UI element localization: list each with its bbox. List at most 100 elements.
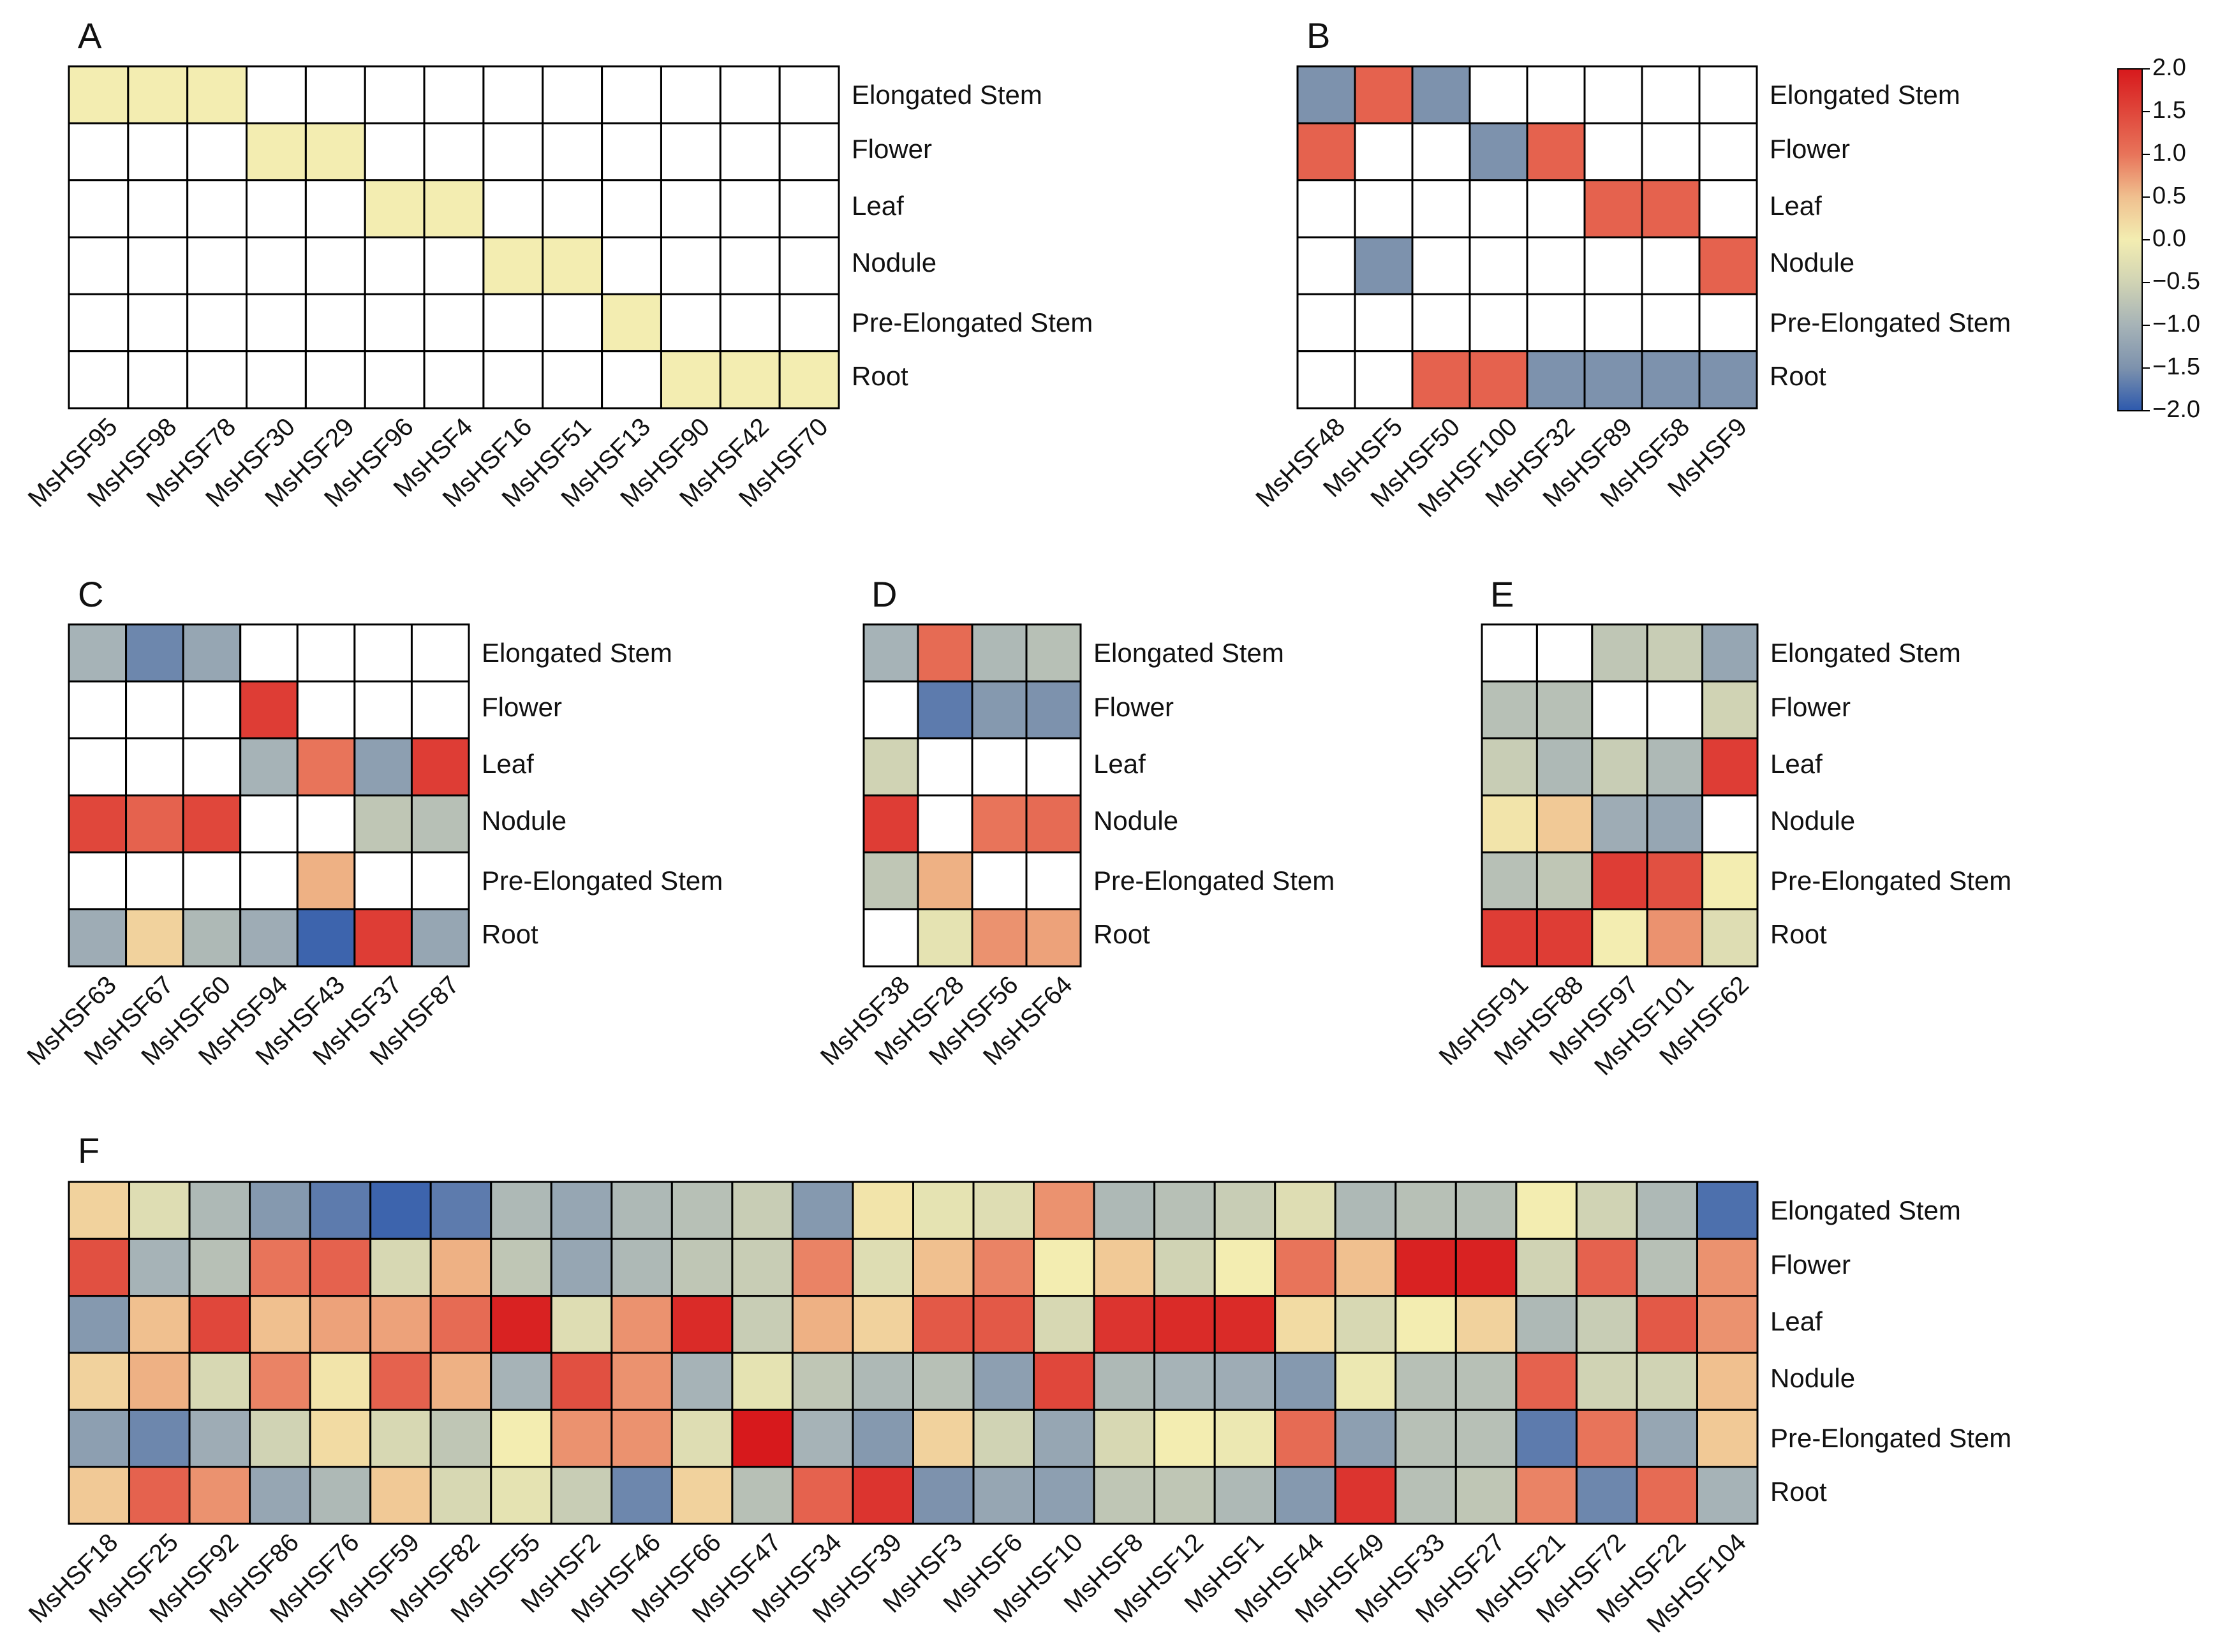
heatmap-cell — [1535, 908, 1594, 968]
heatmap-cell — [660, 179, 721, 239]
heatmap-cell — [1025, 851, 1082, 911]
heatmap-cell — [249, 1181, 311, 1240]
heatmap-cell — [1526, 236, 1586, 295]
heatmap-cell — [610, 1295, 673, 1354]
heatmap-cell — [1213, 1352, 1276, 1411]
heatmap-cell — [309, 1352, 372, 1411]
heatmap-cell — [1394, 1408, 1457, 1468]
heatmap-cell — [186, 65, 248, 124]
heatmap-cell — [1641, 122, 1701, 182]
colorbar-tick-label: −0.5 — [2152, 268, 2200, 295]
row-label-flower: Flower — [1770, 1250, 1851, 1280]
heatmap-cell — [917, 737, 973, 797]
heatmap-cell — [1093, 1408, 1156, 1468]
heatmap-cell — [1153, 1237, 1216, 1297]
panel-label: B — [1306, 15, 1330, 55]
heatmap-cell — [1274, 1466, 1336, 1525]
heatmap-cell — [912, 1466, 975, 1525]
heatmap-cell — [353, 794, 413, 853]
heatmap-cell — [353, 737, 413, 797]
heatmap-cell — [852, 1466, 914, 1525]
heatmap-cell — [1468, 179, 1528, 239]
heatmap-cell — [125, 851, 184, 911]
heatmap-cell — [364, 65, 425, 124]
heatmap-cell — [1696, 1295, 1759, 1354]
heatmap-cell — [1515, 1352, 1578, 1411]
heatmap-cell — [972, 1181, 1035, 1240]
heatmap-cell — [1274, 1295, 1336, 1354]
heatmap-cell — [128, 1352, 191, 1411]
heatmap-cell — [423, 122, 485, 182]
row-label-elongated-stem: Elongated Stem — [1770, 80, 1960, 110]
panel-e: E Elongated Stem Flower Leaf Nodule Pre-Elong… — [1434, 574, 2012, 1081]
heatmap-cell — [353, 680, 413, 740]
heatmap-cell — [125, 680, 184, 740]
heatmap-cell — [68, 1352, 131, 1411]
heatmap-cell — [429, 1408, 492, 1468]
heatmap-cell — [610, 1237, 673, 1297]
heatmap-cell — [182, 851, 242, 911]
heatmap-cell — [1394, 1295, 1457, 1354]
heatmap-cell — [778, 65, 840, 124]
heatmap-cell — [1033, 1181, 1095, 1240]
heatmap-cell — [1468, 236, 1528, 295]
heatmap-cell — [1575, 1466, 1638, 1525]
heatmap-cell — [304, 122, 366, 182]
heatmap-cell — [423, 236, 485, 295]
heatmap-cell — [1296, 122, 1356, 182]
heatmap-cell — [246, 65, 307, 124]
colorbar-tick-label: 0.5 — [2152, 182, 2186, 209]
colorbar-tick-label: −1.0 — [2152, 311, 2200, 337]
heatmap-cell — [1033, 1352, 1095, 1411]
heatmap-cell — [660, 293, 721, 353]
heatmap-cell — [778, 179, 840, 239]
heatmap-cell — [1296, 293, 1356, 353]
heatmap-cell — [1354, 350, 1414, 409]
heatmap-cell — [791, 1237, 854, 1297]
heatmap-cell — [1698, 122, 1758, 182]
heatmap-cell — [1296, 236, 1356, 295]
heatmap-cell — [1701, 794, 1759, 853]
heatmap-cell — [127, 179, 189, 239]
heatmap-cell — [862, 737, 919, 797]
heatmap-cell — [1334, 1466, 1397, 1525]
heatmap-cell — [68, 737, 128, 797]
heatmap-cell — [670, 1466, 734, 1525]
heatmap-cell — [410, 623, 470, 682]
heatmap-cell — [1213, 1295, 1276, 1354]
heatmap-cell — [1153, 1295, 1216, 1354]
heatmap-cell — [670, 1181, 734, 1240]
heatmap-cell — [1526, 179, 1586, 239]
heatmap-cell — [304, 293, 366, 353]
heatmap-cell — [610, 1352, 673, 1411]
heatmap-cell — [917, 623, 973, 682]
heatmap-cell — [1636, 1408, 1698, 1468]
heatmap-cell — [1354, 122, 1414, 182]
heatmap-cell — [1646, 908, 1704, 968]
colorbar-tick-label: −2.0 — [2152, 396, 2200, 423]
row-label-pre-elongated-stem: Pre-Elongated Stem — [1093, 866, 1335, 896]
heatmap-cell — [1701, 680, 1759, 740]
heatmap-cell — [1468, 122, 1528, 182]
heatmap-cell — [791, 1295, 854, 1354]
heatmap-cell — [542, 65, 603, 124]
heatmap-cell — [1454, 1408, 1518, 1468]
heatmap-cell — [1698, 65, 1758, 124]
heatmap-cell — [1454, 1295, 1518, 1354]
row-label-nodule: Nodule — [482, 806, 566, 836]
heatmap-cell — [1153, 1408, 1216, 1468]
heatmap-cell — [778, 236, 840, 295]
heatmap-cell — [429, 1295, 492, 1354]
heatmap-cell — [852, 1352, 914, 1411]
heatmap-cell — [1641, 293, 1701, 353]
heatmap-cell — [1535, 737, 1594, 797]
heatmap-cell — [68, 293, 129, 353]
heatmap-cell — [309, 1466, 372, 1525]
heatmap-cell — [1696, 1352, 1759, 1411]
heatmap-cell — [410, 908, 470, 968]
heatmap-cell — [1696, 1466, 1759, 1525]
heatmap-cell — [309, 1295, 372, 1354]
heatmap-cell — [1583, 122, 1643, 182]
heatmap-cell — [1646, 680, 1704, 740]
heatmap-cell — [490, 1352, 552, 1411]
